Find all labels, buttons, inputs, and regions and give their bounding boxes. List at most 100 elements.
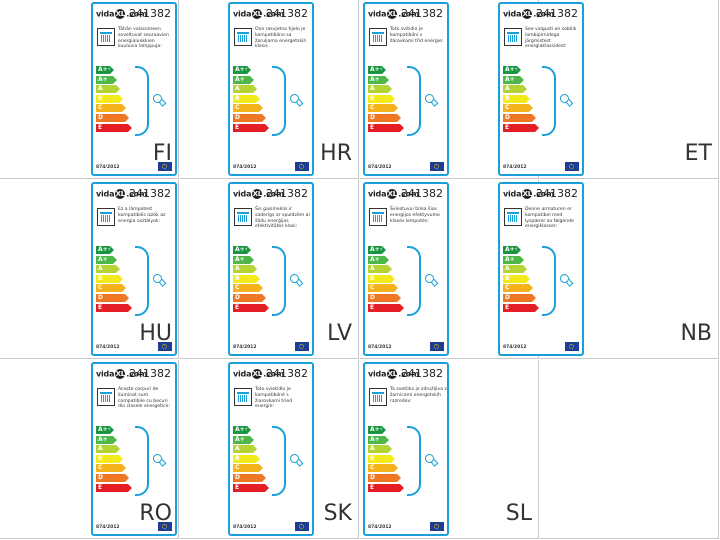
energy-class-bar: A++ [503, 246, 521, 254]
energy-class-bar: D [96, 293, 129, 302]
energy-class-bar: A [96, 265, 120, 274]
energy-class-bar: C [503, 284, 533, 293]
compatibility-text: Toto svítidlo je kompatibilní s žárovkam… [390, 27, 444, 44]
energy-class-bar: A++ [368, 66, 386, 74]
language-code: ET [684, 141, 712, 166]
energy-class-bar: A++ [503, 66, 521, 74]
energy-class-bar: B [96, 94, 123, 103]
language-code: SK [323, 501, 352, 526]
eu-flag-icon [295, 522, 309, 531]
brace-icon [407, 246, 421, 316]
energy-class-bar: D [368, 113, 401, 122]
eu-flag-icon [295, 342, 309, 351]
regulation-number: 874/2012 [233, 165, 257, 170]
energy-class-bar: C [368, 284, 398, 293]
brand-logo: vidaXL.com [368, 9, 420, 19]
energy-label: vidaXL.com 241382 Ez a lámpatest kompati… [91, 182, 177, 356]
energy-scale: A++ A+ A B C D E [368, 426, 404, 493]
energy-class-bar: A++ [96, 246, 114, 254]
brand-logo: vidaXL.com [233, 9, 285, 19]
energy-class-bar: B [233, 274, 260, 283]
energy-class-bar: E [96, 123, 132, 132]
energy-class-bar: E [233, 123, 269, 132]
regulation-number: 874/2012 [233, 345, 257, 350]
regulation-number: 874/2012 [503, 345, 527, 350]
lamp-icon [369, 28, 387, 46]
energy-class-bar: B [368, 274, 395, 283]
model-number: 241382 [266, 367, 308, 380]
energy-scale: A++ A+ A B C D E [368, 66, 404, 133]
lamp-icon [369, 208, 387, 226]
lamp-icon [97, 388, 115, 406]
energy-class-bar: A+ [233, 255, 254, 264]
energy-class-bar: E [96, 483, 132, 492]
energy-class-bar: A++ [96, 426, 114, 434]
bulb-icon [558, 272, 571, 285]
regulation-number: 874/2012 [96, 525, 120, 530]
compatibility-text: Ez a lámpatest kompatibilis izzók az ene… [118, 207, 166, 224]
label-cell-nb: vidaXL.com 241382 Denne armaturen er kom… [498, 180, 719, 359]
compatibility-text: Tähän valaisimeen soveltuvat seuraavien … [118, 27, 169, 50]
regulation-number: 874/2012 [96, 345, 120, 350]
brand-logo: vidaXL.com [368, 369, 420, 379]
bulb-icon [151, 452, 164, 465]
brand-logo: vidaXL.com [96, 9, 148, 19]
energy-class-bar: A+ [503, 255, 524, 264]
energy-label: vidaXL.com 241382 Toto svítidlo je kompa… [363, 2, 449, 176]
language-code: FI [152, 141, 172, 166]
eu-flag-icon [430, 162, 444, 171]
label-cell-fi: vidaXL.com 241382 Tähän valaisimeen sove… [0, 0, 179, 179]
model-number: 241382 [129, 7, 171, 20]
energy-class-bar: A [503, 265, 527, 274]
regulation-number: 874/2012 [96, 165, 120, 170]
energy-class-bar: A [96, 445, 120, 454]
energy-class-bar: A+ [96, 75, 117, 84]
brace-icon [272, 246, 286, 316]
model-number: 241382 [266, 7, 308, 20]
energy-class-bar: A [233, 265, 257, 274]
brace-icon [135, 66, 149, 136]
language-code: SL [505, 501, 532, 526]
energy-class-bar: C [233, 284, 263, 293]
energy-class-bar: B [96, 454, 123, 463]
energy-class-bar: A++ [368, 426, 386, 434]
model-number: 241382 [266, 187, 308, 200]
energy-class-bar: C [96, 284, 126, 293]
energy-class-bar: A++ [233, 426, 251, 434]
energy-class-bar: E [368, 483, 404, 492]
brand-logo: vidaXL.com [503, 9, 555, 19]
energy-scale: A++ A+ A B C D E [233, 426, 269, 493]
lamp-icon [504, 208, 522, 226]
energy-class-bar: E [233, 483, 269, 492]
compatibility-text: Acește corpuri de iluminat sunt compatib… [118, 387, 171, 410]
compatibility-text: Ovo rasvjetno tijelo je kompatibilno sa … [255, 27, 307, 50]
lamp-icon [234, 208, 252, 226]
energy-class-bar: E [368, 303, 404, 312]
energy-class-bar: B [368, 454, 395, 463]
energy-scale: A++ A+ A B C D E [503, 66, 539, 133]
eu-flag-icon [430, 522, 444, 531]
energy-label: vidaXL.com 241382 Šviestuvui tinka šios … [363, 182, 449, 356]
brace-icon [542, 66, 556, 136]
eu-flag-icon [295, 162, 309, 171]
regulation-number: 874/2012 [503, 165, 527, 170]
eu-flag-icon [158, 342, 172, 351]
brand-logo: vidaXL.com [233, 369, 285, 379]
energy-class-bar: B [503, 274, 530, 283]
compatibility-text: Denne armaturen er kompatibel med lyspær… [525, 207, 574, 230]
energy-class-bar: B [503, 94, 530, 103]
lamp-icon [97, 28, 115, 46]
language-code: HU [139, 321, 172, 346]
energy-class-bar: A+ [368, 435, 389, 444]
eu-flag-icon [430, 342, 444, 351]
model-number: 241382 [129, 367, 171, 380]
lamp-icon [234, 28, 252, 46]
bulb-icon [423, 92, 436, 105]
energy-class-bar: A+ [96, 255, 117, 264]
eu-flag-icon [158, 162, 172, 171]
brace-icon [407, 426, 421, 496]
energy-label: vidaXL.com 241382 Ta svetilka je združlj… [363, 362, 449, 536]
eu-flag-icon [565, 162, 579, 171]
lamp-icon [504, 28, 522, 46]
energy-class-bar: C [233, 104, 263, 113]
